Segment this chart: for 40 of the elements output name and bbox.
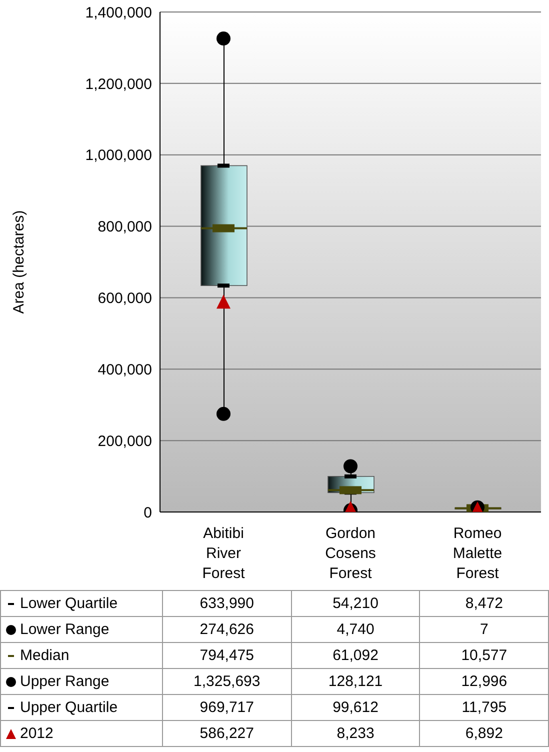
x-tick-label: Romeo Malette Forest [452, 525, 502, 582]
y-tick-label: 0 [144, 504, 152, 522]
data-label: 4,740 [291, 616, 420, 642]
text: 8,472 [465, 595, 503, 612]
legend-label: Median [0, 642, 163, 668]
data-label: 1,325,693 [162, 668, 292, 694]
data-label: 128,121 [291, 668, 420, 694]
x-tick-label: Abitibi River Forest [202, 525, 246, 582]
data-label: 6,892 [420, 720, 548, 746]
legend-label: Lower Range [0, 616, 163, 642]
data-label: 61,092 [291, 642, 420, 668]
data-label: 794,475 [162, 642, 292, 668]
text: 7 [480, 621, 488, 638]
y-axis-title: Area (hectares) [10, 210, 28, 314]
point [216, 406, 230, 421]
y-tick-label: 400,000 [98, 361, 152, 378]
data-label: 969,717 [162, 694, 292, 720]
legend-label: Upper Range [0, 668, 163, 694]
y-tick-label: 1,200,000 [85, 76, 152, 93]
y-tick-label: 1,400,000 [85, 4, 152, 22]
y-tick-label: 1,000,000 [85, 147, 152, 164]
data-label: 99,612 [291, 694, 420, 720]
legend-label: Lower Quartile [0, 590, 163, 616]
x-tick-label: Gordon Cosens Forest [325, 525, 376, 582]
data-label: 274,626 [162, 616, 292, 642]
y-tick-label: 600,000 [98, 290, 152, 308]
data-label: 10,577 [420, 642, 548, 668]
legend-label: Upper Quartile [0, 694, 163, 720]
y-tick-label: 800,000 [98, 218, 152, 236]
point [216, 32, 230, 46]
data-label: 633,990 [162, 590, 292, 616]
data-label: 54,210 [291, 590, 420, 616]
data-label: 12,996 [420, 668, 548, 694]
text: 11,795 [462, 699, 507, 716]
point [216, 294, 230, 309]
data-label: 8,233 [291, 720, 420, 746]
data-label: 586,227 [162, 720, 292, 746]
point [344, 459, 358, 474]
legend-label: 2012 [0, 720, 163, 746]
y-tick-label: 200,000 [98, 432, 152, 450]
